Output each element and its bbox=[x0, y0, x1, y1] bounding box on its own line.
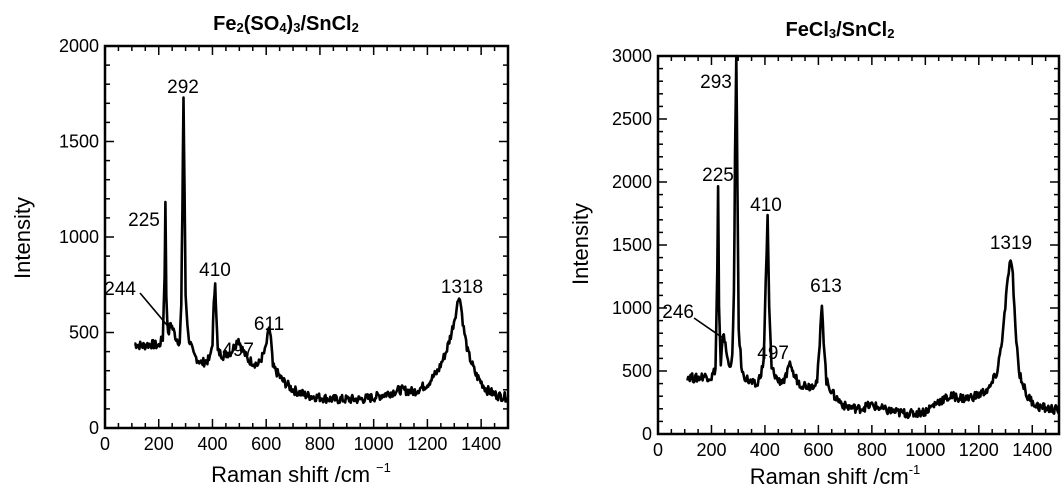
peak-label: 613 bbox=[810, 276, 842, 297]
chart-left-title: Fe2(SO4)3/SnCl2 bbox=[213, 13, 359, 35]
x-tick-label: 1200 bbox=[959, 440, 999, 460]
peak-leader-line bbox=[139, 292, 170, 328]
x-tick-label: 1400 bbox=[1012, 440, 1052, 460]
peak-label: 497 bbox=[757, 343, 789, 364]
y-tick-label: 1500 bbox=[612, 235, 652, 255]
x-tick-label: 200 bbox=[144, 434, 174, 454]
chart-left-tick-labels: 0 200 400 600 800 1000 1200 1400 0 500 1000 1500 200… bbox=[59, 36, 501, 454]
chart-left-plot-frame bbox=[103, 44, 510, 430]
peak-label: 225 bbox=[702, 165, 734, 186]
y-tick-label: 2000 bbox=[612, 172, 652, 192]
chart-right-tick-labels: 0 200 400 600 800 1000 1200 1400 0 500 1000 1500 200… bbox=[612, 46, 1052, 460]
y-tick-label: 1000 bbox=[59, 227, 99, 247]
peak-label: 225 bbox=[128, 210, 160, 231]
chart-left-xlabel: Raman shift /cm −1 bbox=[211, 460, 391, 487]
chart-right-title: FeCl3/SnCl2 bbox=[786, 19, 895, 41]
y-tick-label: 3000 bbox=[612, 46, 652, 66]
y-tick-label: 0 bbox=[642, 424, 652, 444]
peak-label: 292 bbox=[167, 77, 199, 98]
peak-label: 246 bbox=[662, 302, 694, 323]
y-tick-label: 1000 bbox=[612, 298, 652, 318]
peak-label: 1319 bbox=[990, 233, 1032, 254]
x-tick-label: 800 bbox=[305, 434, 335, 454]
peak-label: 1318 bbox=[441, 277, 483, 298]
y-tick-label: 2000 bbox=[59, 36, 99, 56]
chart-left-series-line bbox=[134, 96, 510, 405]
chart-left: Fe2(SO4)3/SnCl2 0 200 400 600 800 1000 1200 140… bbox=[10, 13, 510, 487]
x-tick-label: 1000 bbox=[354, 434, 394, 454]
chart-right-xlabel: Raman shift /cm-1 bbox=[750, 462, 921, 489]
y-tick-label: 500 bbox=[622, 361, 652, 381]
y-tick-label: 1500 bbox=[59, 132, 99, 152]
chart-left-ylabel: Intensity bbox=[10, 197, 35, 279]
x-tick-label: 1400 bbox=[461, 434, 501, 454]
peak-label: 244 bbox=[104, 279, 136, 300]
x-tick-label: 0 bbox=[653, 440, 663, 460]
x-tick-label: 400 bbox=[750, 440, 780, 460]
y-tick-label: 2500 bbox=[612, 109, 652, 129]
y-tick-label: 0 bbox=[89, 418, 99, 438]
peak-label: 611 bbox=[254, 314, 284, 335]
chart-right: FeCl3/SnCl2 0 200 400 600 800 1000 1200 1400 0 50… bbox=[568, 19, 1061, 489]
chart-right-plot-frame bbox=[656, 54, 1061, 436]
peak-label: 410 bbox=[199, 260, 231, 281]
x-tick-label: 600 bbox=[251, 434, 281, 454]
x-tick-label: 800 bbox=[857, 440, 887, 460]
chart-right-series-line bbox=[686, 54, 1061, 420]
x-tick-label: 600 bbox=[803, 440, 833, 460]
peak-label: 410 bbox=[750, 195, 782, 216]
x-tick-label: 1200 bbox=[407, 434, 447, 454]
x-tick-label: 0 bbox=[100, 434, 110, 454]
x-tick-label: 200 bbox=[696, 440, 726, 460]
x-tick-label: 400 bbox=[197, 434, 227, 454]
peak-label: 497 bbox=[222, 340, 254, 361]
peak-leader-line bbox=[693, 317, 723, 338]
chart-right-ylabel: Intensity bbox=[568, 203, 593, 285]
x-tick-label: 1000 bbox=[905, 440, 945, 460]
chart-right-annotations: 293 225 246 410 497 613 1319 bbox=[662, 72, 1032, 364]
peak-label: 293 bbox=[700, 72, 732, 93]
y-tick-label: 500 bbox=[69, 323, 99, 343]
